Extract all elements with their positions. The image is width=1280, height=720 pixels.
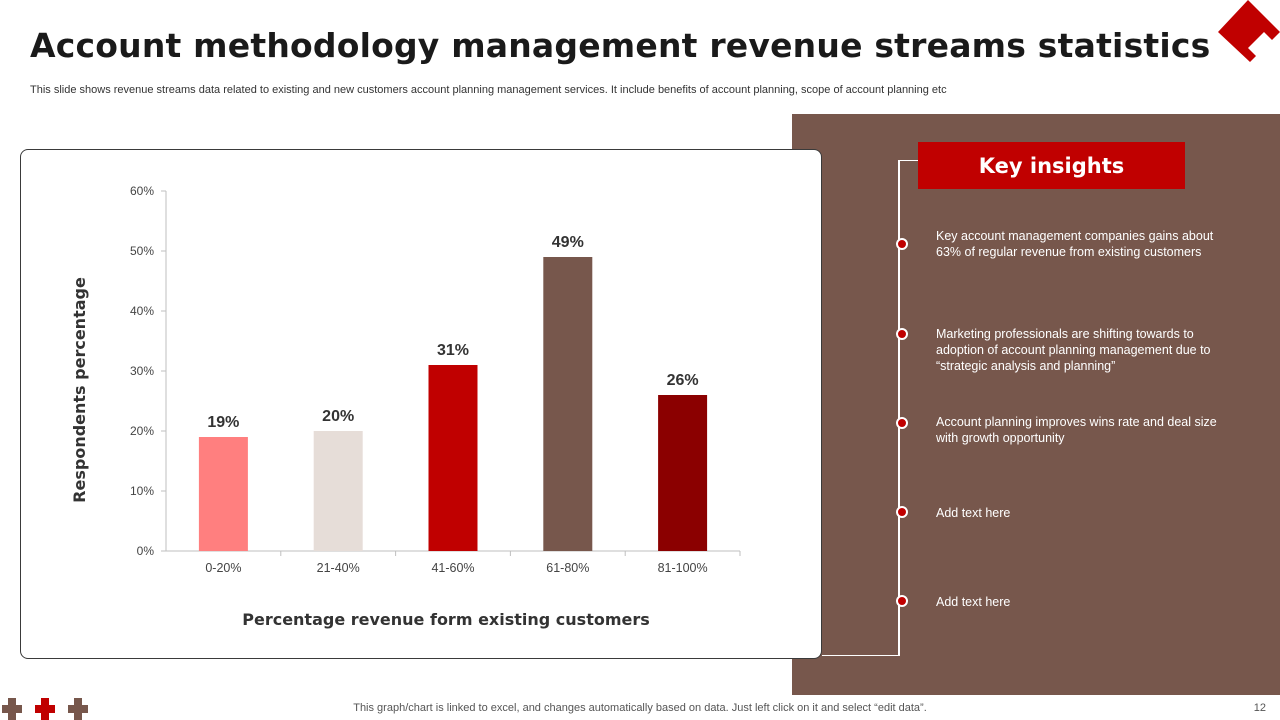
bar-61-80% — [543, 257, 593, 551]
y-tick-label: 20% — [130, 424, 154, 438]
page-title: Account methodology management revenue s… — [30, 26, 1211, 65]
y-tick-label: 30% — [130, 364, 154, 378]
chart-card[interactable]: 0% 10% 20% 30% 40% 50% 60% 19% 0-20% 20% 21-40% 31… — [20, 149, 822, 659]
y-tick-label: 60% — [130, 184, 154, 198]
x-tick-label: 61-80% — [546, 561, 589, 575]
bar-value-label: 19% — [207, 414, 239, 431]
insight-text-4: Add text here — [936, 506, 1011, 520]
insight-bullet-icon — [896, 238, 908, 250]
bar-value-label: 31% — [437, 342, 469, 359]
bar-value-label: 20% — [322, 408, 354, 425]
insight-text-1: Key account management companies gains a… — [936, 229, 1214, 259]
bar-chart: 0% 10% 20% 30% 40% 50% 60% 19% 0-20% 20% 21-40% 31… — [70, 184, 741, 629]
x-tick-label: 41-60% — [431, 561, 474, 575]
insight-bullet-icon — [896, 328, 908, 340]
insights-timeline — [898, 160, 900, 656]
x-axis-title: Percentage revenue form existing custome… — [242, 610, 650, 629]
bar-value-label: 26% — [667, 372, 699, 389]
y-tick-label: 0% — [137, 544, 155, 558]
key-insights-header: Key insights — [918, 142, 1185, 189]
decorative-crosses-icon — [2, 698, 88, 720]
bar-value-label: 49% — [552, 234, 584, 251]
y-tick-label: 40% — [130, 304, 154, 318]
insight-text-2: Marketing professionals are shifting tow… — [936, 327, 1211, 373]
footer-note: This graph/chart is linked to excel, and… — [353, 702, 927, 714]
x-tick-label: 0-20% — [205, 561, 241, 575]
bar-81-100% — [658, 395, 708, 551]
insight-bullet-icon — [896, 417, 908, 429]
page-subtitle: This slide shows revenue streams data re… — [30, 84, 947, 96]
insight-text-5: Add text here — [936, 595, 1011, 609]
timeline-bottom-connector — [822, 655, 900, 656]
y-axis-title: Respondents percentage — [70, 277, 89, 503]
insight-bullet-icon — [896, 595, 908, 607]
insight-text-3: Account planning improves wins rate and … — [936, 415, 1217, 445]
timeline-top-connector — [898, 160, 919, 161]
bar-0-20% — [198, 437, 248, 551]
x-tick-label: 81-100% — [658, 561, 708, 575]
bar-21-40% — [313, 431, 363, 551]
insights-panel — [792, 114, 1280, 695]
y-tick-label: 10% — [130, 484, 154, 498]
y-tick-label: 50% — [130, 244, 154, 258]
x-tick-label: 21-40% — [317, 561, 360, 575]
bar-41-60% — [428, 365, 478, 551]
insight-bullet-icon — [896, 506, 908, 518]
page-number: 12 — [1253, 702, 1266, 714]
brand-logo-icon — [1218, 0, 1280, 62]
